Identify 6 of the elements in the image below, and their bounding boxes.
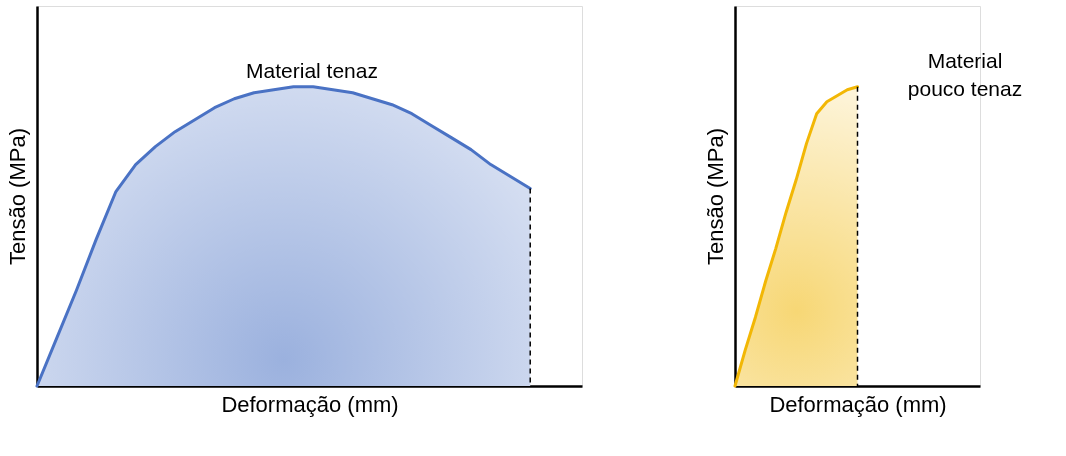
text: Material pouco tenaz [907,49,1023,100]
y-axis-title: Tensão (MPa) [4,128,30,265]
y-axis-title: Tensão (MPa) [702,128,728,265]
text: Material tenaz [246,59,378,82]
x-axis-title: Deformação (mm) [769,391,947,417]
x-axis-title: Deformação (mm) [221,391,399,417]
